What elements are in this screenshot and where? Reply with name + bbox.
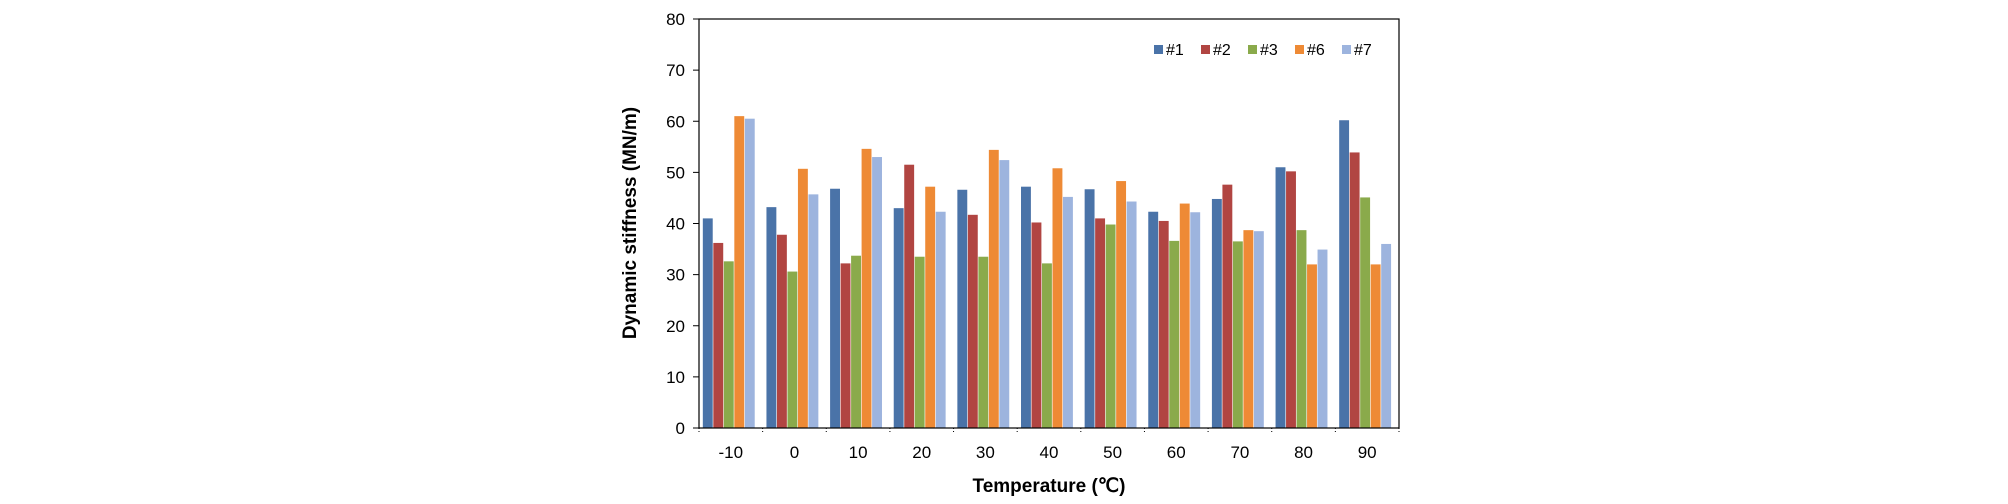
bar-series7-0 (808, 194, 819, 428)
bar-series2-80 (1286, 171, 1296, 428)
bar-series3--10 (723, 261, 734, 428)
y-tick-label: 0 (676, 419, 685, 438)
bar-series7-20 (935, 211, 946, 428)
legend-swatch (1154, 45, 1163, 54)
x-tick-label: 30 (976, 443, 995, 462)
bar-series7-50 (1126, 201, 1137, 428)
bar-series7-90 (1381, 243, 1392, 428)
bar-series7-70 (1253, 231, 1264, 428)
bar-series6-70 (1243, 230, 1254, 428)
bar-series2-10 (840, 263, 851, 428)
x-tick-label: 50 (1103, 443, 1122, 462)
x-tick-label: 90 (1358, 443, 1377, 462)
bar-series7--10 (744, 118, 755, 428)
x-tick-label: 10 (849, 443, 868, 462)
bar-series6-40 (1052, 168, 1063, 428)
bar-series6-20 (925, 186, 936, 428)
bar-series1-90 (1339, 120, 1350, 428)
bar-series2-90 (1349, 152, 1360, 428)
bar-series3-90 (1360, 197, 1371, 428)
bar-series3-60 (1169, 240, 1180, 428)
bar-series2-40 (1031, 222, 1042, 428)
bar-series3-70 (1232, 241, 1243, 428)
bar-series2-0 (776, 234, 787, 428)
x-tick-label: -10 (719, 443, 744, 462)
bar-series3-40 (1042, 263, 1052, 428)
y-axis-title: Dynamic stiffness (MN/m) (620, 107, 641, 339)
x-tick-label: 80 (1294, 443, 1313, 462)
legend: #1 #2 #3 #6 #7 (1154, 42, 1372, 59)
y-axis: 0 10 20 30 40 50 60 70 80 (666, 10, 699, 438)
bar-series2-30 (967, 214, 978, 428)
bar-series1-60 (1148, 211, 1159, 428)
legend-label: #3 (1260, 42, 1278, 59)
legend-swatch (1248, 45, 1257, 54)
x-tick-label: 70 (1230, 443, 1249, 462)
bar-series1-80 (1275, 167, 1286, 428)
x-tick-label: 20 (912, 443, 931, 462)
bar-series6-80 (1307, 264, 1317, 428)
bar-series7-60 (1190, 212, 1201, 428)
bar-series7-30 (999, 160, 1010, 428)
bar-series2--10 (713, 242, 724, 428)
legend-swatch (1201, 45, 1210, 54)
x-tick-label: 40 (1040, 443, 1059, 462)
x-axis: -10 0 10 20 30 40 50 60 70 80 90 (698, 428, 1400, 462)
y-tick-label: 70 (666, 61, 685, 80)
bar-series6-0 (797, 168, 808, 429)
bar-series2-60 (1158, 220, 1169, 428)
legend-label: #6 (1307, 42, 1325, 59)
bar-series2-50 (1095, 218, 1106, 428)
legend-swatch (1295, 45, 1304, 54)
bar-series3-30 (978, 256, 989, 428)
bar-series3-0 (787, 271, 798, 428)
bar-series1-40 (1021, 186, 1031, 428)
y-tick-label: 20 (666, 317, 685, 336)
y-tick-label: 60 (666, 112, 685, 131)
legend-label: #2 (1213, 42, 1231, 59)
legend-label: #7 (1354, 42, 1372, 59)
bar-series1-70 (1211, 198, 1222, 428)
y-tick-label: 50 (666, 163, 685, 182)
bar-series2-20 (904, 164, 915, 428)
bars (702, 116, 1392, 429)
x-axis-title: Temperature (℃) (973, 476, 1126, 497)
bar-series3-10 (851, 255, 861, 428)
y-tick-label: 10 (666, 368, 685, 387)
bar-series6-50 (1116, 181, 1127, 428)
bar-series6-30 (988, 149, 999, 428)
bar-series6-10 (861, 148, 872, 429)
bar-series1-0 (766, 207, 777, 428)
legend-label: #1 (1166, 42, 1184, 59)
bar-series3-20 (914, 256, 925, 428)
bar-series6-60 (1179, 203, 1190, 428)
bar-series7-80 (1317, 249, 1328, 428)
bar-series2-70 (1222, 184, 1233, 428)
bar-series1--10 (702, 218, 713, 428)
y-tick-label: 30 (666, 266, 685, 285)
bar-series1-10 (830, 188, 840, 428)
x-tick-label: 0 (790, 443, 799, 462)
bar-series1-20 (893, 208, 904, 428)
x-tick-label: 60 (1167, 443, 1186, 462)
bar-series3-80 (1296, 230, 1307, 428)
bar-series6--10 (734, 116, 745, 428)
legend-swatch (1342, 45, 1351, 54)
bar-series7-40 (1063, 196, 1073, 428)
bar-series1-30 (957, 189, 968, 428)
bar-series1-50 (1084, 189, 1095, 428)
bar-series6-90 (1370, 264, 1381, 428)
bar-series3-50 (1105, 224, 1116, 428)
y-tick-label: 80 (666, 10, 685, 29)
bar-series7-10 (872, 157, 882, 429)
y-tick-label: 40 (666, 215, 685, 234)
